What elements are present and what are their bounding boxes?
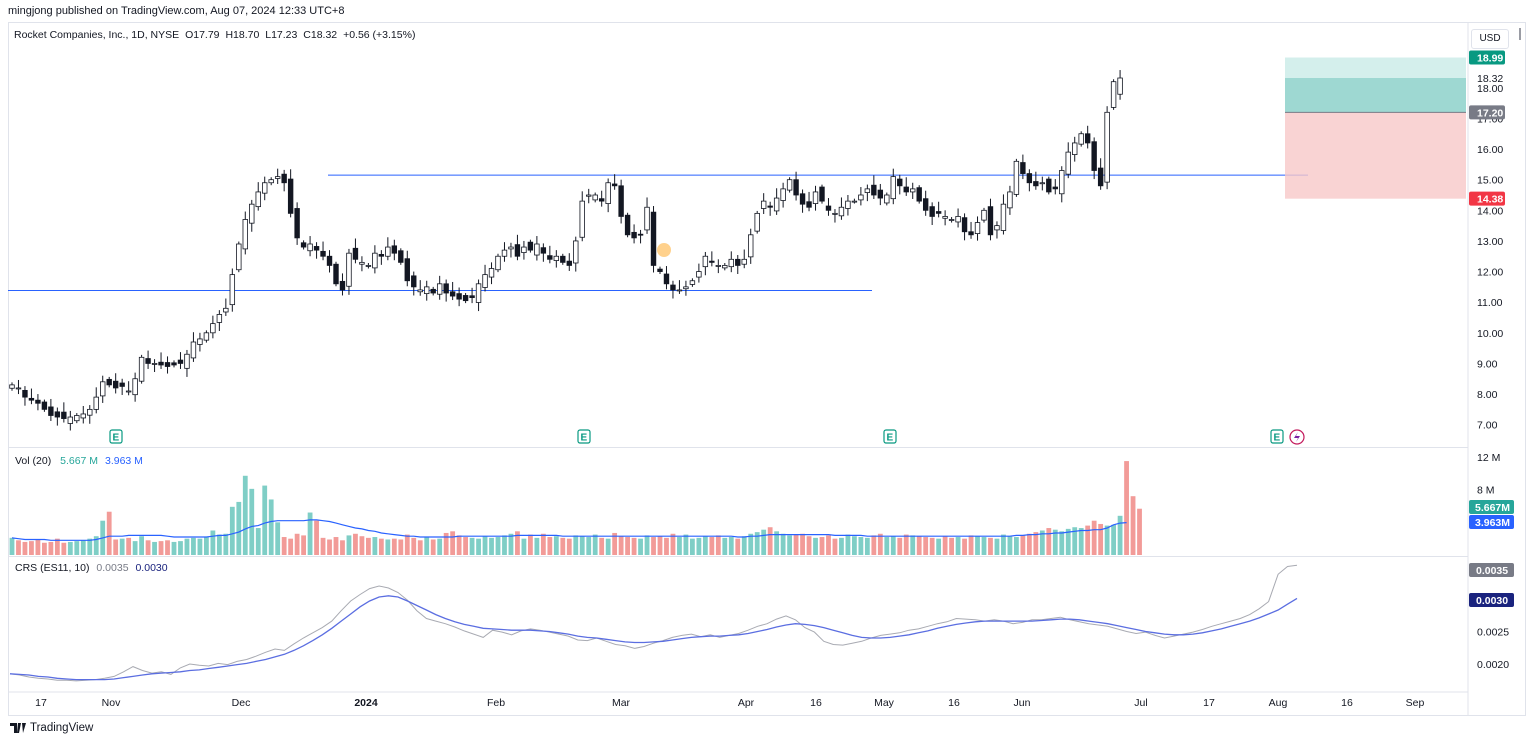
symbol-legend: Rocket Companies, Inc., 1D, NYSE O17.79 …	[14, 29, 418, 41]
volume-legend: Vol (20) 5.667 M 3.963 M	[15, 455, 143, 467]
tradingview-logo[interactable]: TradingView	[10, 722, 93, 734]
open-value: O17.79	[185, 29, 220, 41]
pane-separator[interactable]	[8, 447, 1468, 448]
crs-label[interactable]: CRS (ES11, 10)	[15, 562, 90, 574]
high-value: H18.70	[225, 29, 260, 41]
change-value: +0.56 (+3.15%)	[343, 29, 416, 41]
crs-ma-value: 0.0030	[135, 562, 168, 574]
chart-frame	[8, 22, 1526, 716]
close-value: C18.32	[303, 29, 338, 41]
volume-label[interactable]: Vol (20)	[15, 455, 52, 467]
tradingview-icon	[10, 723, 26, 733]
symbol-name[interactable]: Rocket Companies, Inc., 1D, NYSE	[14, 29, 180, 41]
volume-value: 5.667 M	[60, 455, 99, 467]
crs-legend: CRS (ES11, 10) 0.0035 0.0030	[15, 562, 168, 574]
brand-name: TradingView	[30, 722, 94, 734]
currency-button[interactable]: USD	[1471, 29, 1509, 49]
pane-separator[interactable]	[8, 556, 1468, 557]
collapse-icon[interactable]	[1514, 22, 1526, 46]
publisher-line: mingjong published on TradingView.com, A…	[8, 5, 345, 17]
volume-ma-value: 3.963 M	[104, 455, 143, 467]
crs-value: 0.0035	[96, 562, 129, 574]
low-value: L17.23	[265, 29, 298, 41]
